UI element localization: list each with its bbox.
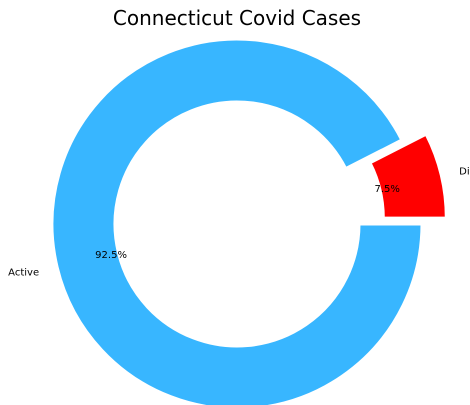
labels-group: Active 92.5% Died 7.5% bbox=[8, 167, 470, 279]
slice-label-died: Died bbox=[459, 167, 470, 178]
slice-pct-active: 92.5% bbox=[95, 250, 127, 261]
slices-group bbox=[50, 37, 448, 405]
slice-active bbox=[50, 37, 424, 405]
slice-pct-died: 7.5% bbox=[375, 184, 400, 195]
slice-label-active: Active bbox=[8, 268, 39, 279]
slice-died bbox=[367, 132, 448, 220]
chart-title: Connecticut Covid Cases bbox=[113, 6, 361, 30]
